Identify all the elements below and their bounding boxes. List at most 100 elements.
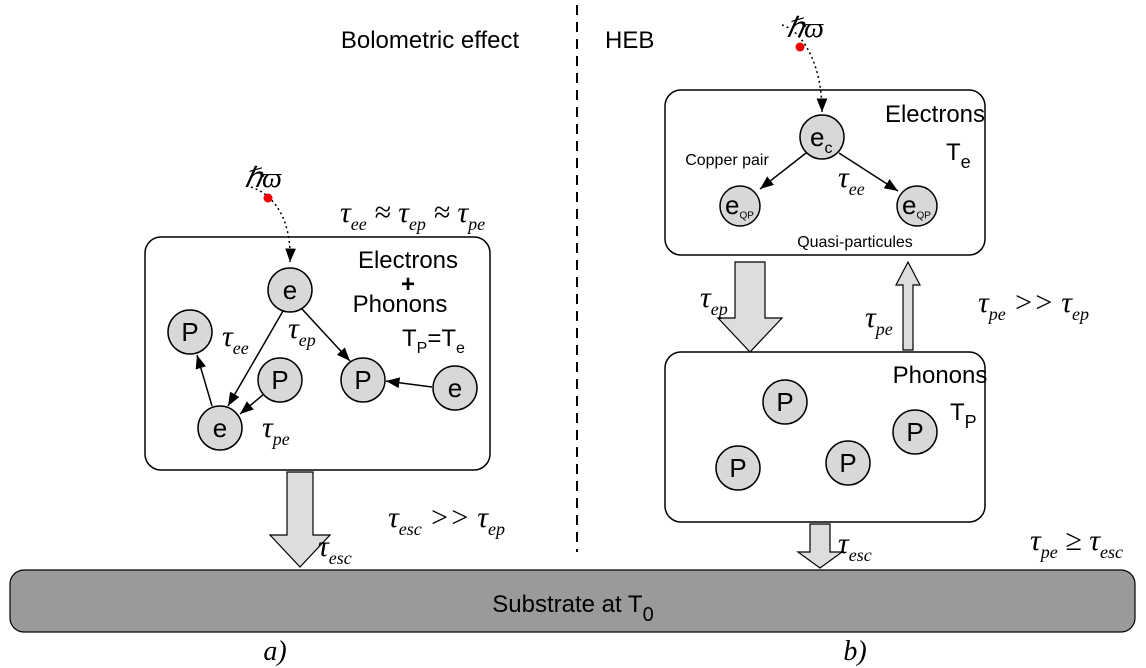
particle-label: ec (810, 122, 832, 157)
text-sub: 0 (643, 604, 654, 626)
particle-label: P (776, 387, 793, 417)
particle (267, 267, 313, 313)
box-title: Electrons (358, 247, 458, 274)
relation: τee ≈ τep ≈ τpe (340, 196, 485, 234)
interactions (195, 308, 433, 415)
particle (762, 379, 808, 425)
header: HEB (605, 27, 654, 54)
text-main: τ (222, 320, 234, 353)
text-sub: ee (233, 338, 249, 358)
text-main: e (725, 190, 739, 220)
photon-path (245, 185, 296, 263)
text-main: τ (865, 301, 877, 334)
particle (197, 405, 243, 451)
text-sub: QP (916, 211, 931, 222)
particle (896, 185, 938, 227)
particle (715, 445, 761, 491)
particle-label: P (181, 317, 198, 347)
quasi-label: Quasi-particules (797, 234, 913, 251)
relation: τesc >> τep (388, 501, 505, 539)
particle-label: eQP (902, 190, 931, 222)
text-main: >> τ (422, 501, 489, 534)
text-main: ≈ τ (426, 196, 469, 229)
particle (825, 440, 871, 486)
substrate (9, 569, 1136, 633)
photon-label: ℏϖ (244, 163, 282, 194)
tau-label: τep (288, 312, 316, 350)
text-main: τ (978, 286, 990, 319)
text-sub: ep (1072, 304, 1089, 324)
text-main: =T (427, 325, 456, 352)
text-main: τ (838, 527, 850, 560)
escape-arrow (268, 471, 332, 568)
text-sub: QP (739, 211, 754, 222)
box-title: Phonons (893, 362, 988, 389)
text-main: τ (1030, 524, 1042, 557)
text-sub: esc (329, 548, 352, 568)
text-sub: e (456, 340, 465, 357)
substrate-label: Substrate at T0 (492, 591, 653, 626)
text-main: τ (838, 161, 850, 194)
tau-label: τpe (262, 411, 290, 449)
text-main: τ (318, 530, 330, 563)
tau-label: τep (700, 281, 728, 319)
text-sub: ee (849, 179, 865, 199)
escape-arrow (796, 523, 844, 569)
photon-dot (263, 193, 273, 203)
text-sub: esc (399, 519, 422, 539)
temperature: TP=Te (402, 325, 465, 357)
text-sub: ee (351, 214, 367, 234)
text-sub: pe (987, 304, 1006, 324)
relation: τpe ≥ τesc (1030, 524, 1123, 562)
ep-arrow (716, 261, 784, 353)
text-main: T (946, 139, 961, 166)
text-sub: P (417, 340, 428, 357)
text-sub: pe (271, 429, 290, 449)
text-sub: ep (299, 330, 316, 350)
particle (257, 357, 303, 403)
particle (799, 114, 845, 160)
text-sub: ep (711, 299, 728, 319)
photon-label: ℏϖ (786, 13, 824, 44)
relation: τpe >> τep (978, 286, 1089, 324)
text-main: Substrate at T (492, 591, 643, 618)
photon-path (781, 24, 828, 113)
caption: a) (263, 636, 286, 667)
box-title: Electrons (885, 101, 985, 128)
particle-label: e (448, 373, 462, 403)
text-main: T (950, 399, 965, 426)
text-sub: pe (874, 319, 893, 339)
text-sub: ep (488, 519, 505, 539)
header: Bolometric effect (341, 27, 520, 54)
tau-label: τesc (838, 527, 872, 565)
particle (432, 365, 478, 411)
tau-label: τee (222, 320, 249, 358)
text-sub: P (965, 412, 977, 432)
particle (892, 409, 938, 455)
text-main: τ (340, 196, 352, 229)
text-main: τ (700, 281, 712, 314)
particle-label: P (354, 365, 371, 395)
text-main: ≥ τ (1058, 524, 1101, 557)
text-sub: pe (1039, 542, 1058, 562)
text-main: >> τ (1006, 286, 1073, 319)
text-sub: ep (409, 214, 426, 234)
particle (719, 185, 761, 227)
tau-label: τesc (318, 530, 352, 568)
text-sub: pe (466, 214, 485, 234)
box-subtitle: Phonons (353, 291, 448, 318)
pe-arrow (895, 260, 921, 351)
particle-label: eQP (725, 190, 754, 222)
tau-label: τee (838, 161, 865, 199)
particle-label: P (271, 365, 288, 395)
caption: b) (843, 636, 866, 667)
particle (167, 309, 213, 355)
particle-label: P (729, 453, 746, 483)
text-sub: e (961, 152, 971, 172)
particle-label: e (283, 275, 297, 305)
text-main: e (902, 190, 916, 220)
text-sub: esc (849, 545, 872, 565)
tau-label: τpe (865, 301, 893, 339)
particle-label: P (839, 448, 856, 478)
photon-dot (795, 42, 805, 52)
